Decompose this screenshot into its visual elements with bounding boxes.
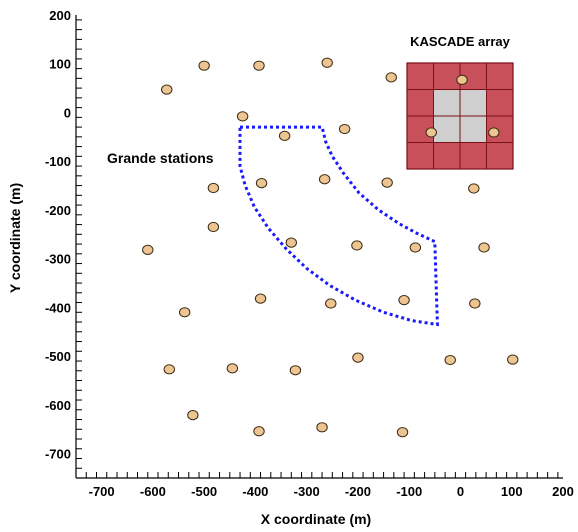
y-tick-label: -200 — [45, 203, 71, 218]
y-axis-label: Y coordinate (m) — [7, 183, 23, 293]
station-marker — [236, 111, 249, 122]
kascade-station-marker — [456, 74, 468, 85]
kascade-array — [406, 62, 514, 170]
x-tick-label: -200 — [345, 484, 371, 499]
station-marker — [255, 178, 268, 189]
y-tick-label: -400 — [45, 300, 71, 315]
kascade-array-label: KASCADE array — [410, 34, 510, 49]
station-marker — [253, 426, 265, 437]
station-marker — [381, 177, 393, 188]
station-marker — [142, 244, 154, 256]
x-tick-label: 200 — [552, 484, 574, 499]
station-marker — [385, 72, 397, 83]
y-tick-label: 200 — [49, 8, 71, 23]
station-marker — [187, 410, 199, 421]
y-tick-label: -600 — [45, 398, 71, 413]
y-tick-label: -300 — [45, 252, 71, 267]
x-tick-label: -700 — [89, 484, 115, 499]
station-marker — [325, 298, 337, 309]
kascade-station-marker — [488, 127, 500, 138]
x-tick-label: 100 — [501, 484, 523, 499]
x-tick-label: 0 — [457, 484, 464, 499]
station-marker — [289, 365, 302, 376]
station-marker — [207, 182, 220, 194]
station-marker — [316, 422, 328, 433]
station-marker — [161, 84, 173, 95]
grande-stations-label: Grande stations — [107, 150, 214, 166]
x-tick-label: -400 — [242, 484, 268, 499]
station-marker — [254, 293, 267, 304]
station-marker — [278, 130, 291, 141]
station-marker — [409, 242, 422, 253]
station-marker — [207, 221, 220, 233]
y-tick-label: -500 — [45, 349, 71, 364]
station-marker — [198, 60, 210, 71]
station-marker — [318, 174, 331, 185]
station-marker — [351, 240, 363, 251]
station-marker — [507, 354, 519, 365]
station-marker — [352, 352, 364, 363]
grande-stations — [142, 57, 519, 438]
station-marker — [468, 183, 480, 194]
station-marker — [163, 364, 175, 375]
station-marker — [285, 237, 298, 248]
x-tick-label: -300 — [294, 484, 320, 499]
station-marker — [478, 242, 490, 253]
station-marker — [469, 298, 481, 309]
axes — [75, 15, 563, 479]
x-axis-label: X coordinate (m) — [261, 511, 371, 527]
x-tick-label: -500 — [191, 484, 217, 499]
station-marker — [226, 363, 239, 374]
station-marker — [396, 427, 409, 438]
station-marker — [253, 60, 265, 71]
y-tick-label: -700 — [45, 447, 71, 462]
y-tick-label: -100 — [45, 154, 71, 169]
station-marker — [321, 57, 333, 68]
y-tick-label: 0 — [64, 105, 71, 120]
x-tick-label: -600 — [140, 484, 166, 499]
station-marker — [398, 295, 410, 306]
station-marker — [178, 307, 191, 318]
kascade-station-marker — [425, 127, 437, 138]
y-tick-label: 100 — [49, 57, 71, 72]
x-tick-label: -100 — [396, 484, 422, 499]
tick-labels: -700 -600 -500 -400 -300 -200 -100 0 100 200 -700 -… — [45, 8, 574, 499]
station-marker — [444, 354, 456, 366]
station-marker — [338, 123, 351, 135]
